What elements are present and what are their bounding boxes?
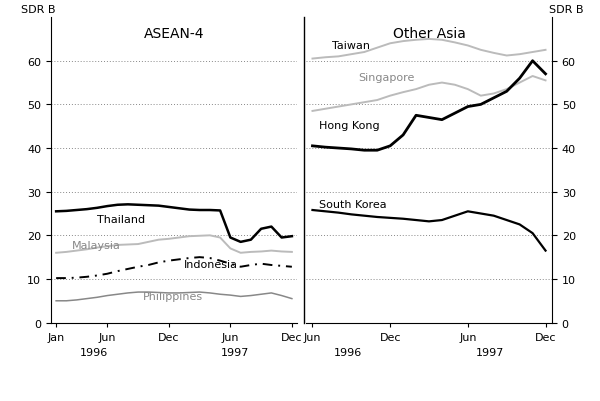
Text: Indonesia: Indonesia xyxy=(184,259,238,269)
Text: Other Asia: Other Asia xyxy=(392,27,466,41)
Text: Philippines: Philippines xyxy=(143,291,203,301)
Text: 1996: 1996 xyxy=(80,347,108,357)
Text: SDR B: SDR B xyxy=(550,5,584,15)
Text: Hong Kong: Hong Kong xyxy=(319,121,380,131)
Text: Thailand: Thailand xyxy=(97,215,145,225)
Text: SDR B: SDR B xyxy=(22,5,56,15)
Text: 1996: 1996 xyxy=(334,347,362,357)
Text: ASEAN-4: ASEAN-4 xyxy=(144,27,204,41)
Text: South Korea: South Korea xyxy=(319,199,386,209)
Text: 1997: 1997 xyxy=(476,347,505,357)
Text: Taiwan: Taiwan xyxy=(332,41,370,51)
Text: Singapore: Singapore xyxy=(358,73,414,83)
Text: 1997: 1997 xyxy=(221,347,250,357)
Text: Malaysia: Malaysia xyxy=(71,240,121,250)
